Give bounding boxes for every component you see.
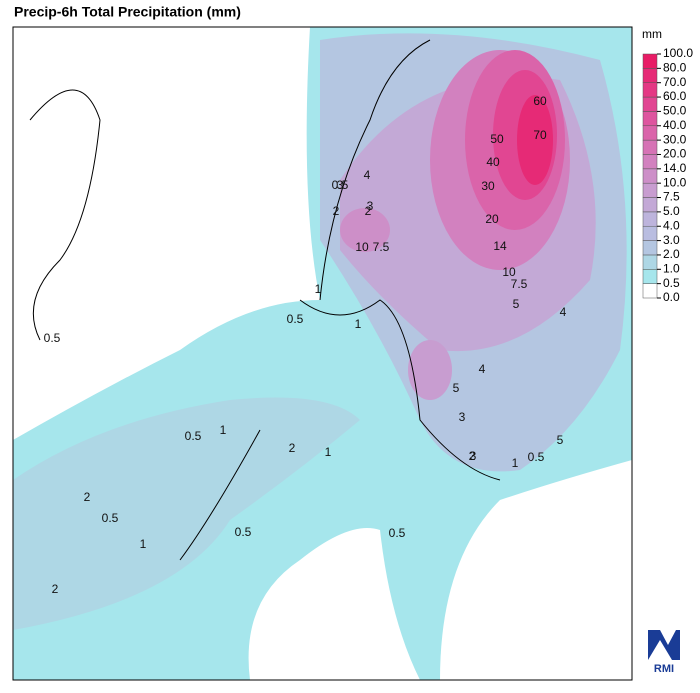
legend-swatch (642, 211, 658, 227)
contour-label: 3 (337, 178, 344, 192)
precip-area (13, 397, 360, 630)
contour-label: 7.5 (511, 277, 528, 291)
contour-label: 5 (453, 381, 460, 395)
contour-label: 14 (493, 239, 507, 253)
legend-swatch (642, 225, 658, 241)
legend-swatch (642, 254, 658, 270)
contour-label: 0.5 (44, 331, 61, 345)
contour-label: 0.5 (102, 511, 119, 525)
legend-swatch (642, 125, 658, 141)
contour-label: 2 (333, 204, 340, 218)
contour-label: 0.5 (389, 526, 406, 540)
precip-area (408, 340, 452, 400)
dry-area (440, 460, 632, 680)
contour-label: 2 (52, 582, 59, 596)
contour-label: 5 (513, 297, 520, 311)
legend-swatch (642, 82, 658, 98)
legend-label: 7.5 (663, 190, 680, 204)
legend-label: 60.0 (663, 89, 687, 103)
legend-label: 14.0 (663, 161, 687, 175)
legend-label: 20.0 (663, 147, 687, 161)
logo-mark (648, 630, 680, 660)
contour-label: 70 (533, 128, 547, 142)
legend-swatch (642, 168, 658, 184)
coastline (29, 39, 501, 561)
contour-label: 10 (502, 265, 516, 279)
dry-area (248, 528, 420, 680)
legend-label: 100.0 (663, 46, 693, 60)
legend-label: 10.0 (663, 175, 687, 189)
contour-label: 7.5 (373, 240, 390, 254)
legend-label: 4.0 (663, 218, 680, 232)
contour-label: 5 (557, 433, 564, 447)
legend-label: 2.0 (663, 247, 680, 261)
contour-label: 4 (364, 168, 371, 182)
map (13, 27, 632, 680)
contour-label: 1 (325, 445, 332, 459)
legend-label: 30.0 (663, 132, 687, 146)
contour-label: 0.5 (528, 450, 545, 464)
contour-label: 2 (469, 449, 476, 463)
contour-label: 0.5 (185, 429, 202, 443)
legend-label: 1.0 (663, 261, 680, 275)
precip-area (517, 95, 553, 185)
contour-label: 2 (84, 490, 91, 504)
precip-area (340, 208, 390, 252)
contour-label: 0.5 (235, 525, 252, 539)
legend-swatch (642, 154, 658, 170)
contour-label: 0.5 (287, 312, 304, 326)
legend-swatch (642, 240, 658, 256)
contour-label: 3 (459, 410, 466, 424)
legend-unit: mm (642, 27, 662, 41)
dry-area (13, 27, 320, 440)
legend-swatch (642, 53, 658, 69)
contour-label: 4 (479, 362, 486, 376)
legend-swatch (642, 96, 658, 112)
contour-label: 1 (355, 317, 362, 331)
contour-label: 40 (486, 155, 500, 169)
legend-swatch (642, 182, 658, 198)
contour-label: 20 (485, 212, 499, 226)
legend-label: 80.0 (663, 61, 687, 75)
contour-label: 3 (367, 199, 374, 213)
logo-text: RMI (654, 663, 674, 675)
legend-label: 50.0 (663, 104, 687, 118)
contour-label: 1 (512, 456, 519, 470)
contour-label: 1 (140, 537, 147, 551)
title: Precip-6h Total Precipitation (mm) (14, 4, 241, 20)
contour-label: 2 (365, 204, 372, 218)
map-frame (12, 26, 633, 681)
contour-label: 1 (315, 282, 322, 296)
contour-label: 30 (481, 179, 495, 193)
legend-swatch (642, 269, 658, 284)
contour-label: 50 (490, 132, 504, 146)
legend-swatch (642, 68, 658, 83)
legend-swatch (642, 111, 658, 127)
contour-label: 4 (560, 305, 567, 319)
legend-label: 5.0 (663, 204, 680, 218)
legend-swatch (642, 139, 658, 155)
contour-label: 60 (533, 94, 547, 108)
legend-label: 0.5 (663, 276, 680, 290)
contour-label: 2 (289, 441, 296, 455)
contour-label: 3 (470, 449, 477, 463)
legend-swatch (642, 283, 658, 299)
legend-label: 40.0 (663, 118, 687, 132)
legend-label: 0.0 (663, 290, 680, 304)
legend-label: 70.0 (663, 75, 687, 89)
legend-swatch (642, 197, 658, 213)
contour-label: 0.5 (332, 178, 349, 192)
contour-label: 1 (220, 423, 227, 437)
legend-label: 3.0 (663, 233, 680, 247)
contour-label: 10 (355, 240, 369, 254)
